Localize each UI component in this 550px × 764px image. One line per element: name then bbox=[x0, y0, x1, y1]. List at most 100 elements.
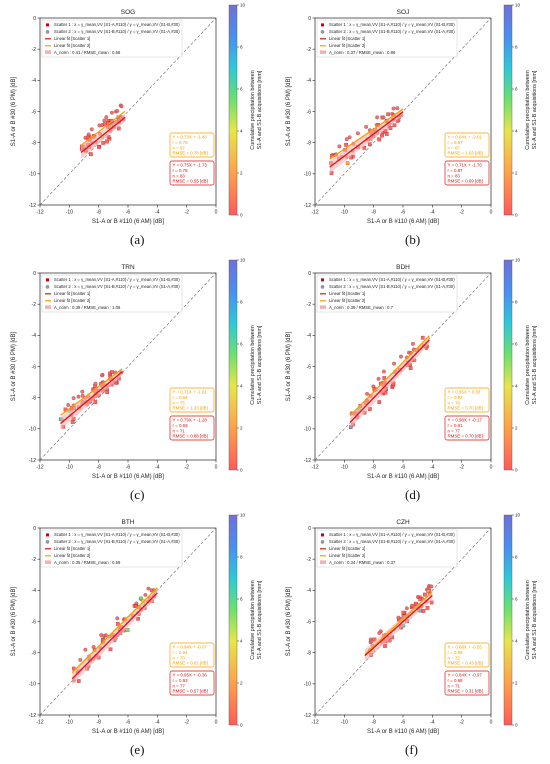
stats-scatter2-line: r = 0.94 bbox=[173, 650, 189, 655]
one-to-one-line bbox=[39, 17, 217, 206]
y-tick-label: -12 bbox=[29, 458, 36, 464]
colorbar bbox=[503, 4, 513, 216]
legend-entry: Linear fit [Scatter 1] bbox=[329, 291, 365, 296]
chart-panel-5: BTH -12 -10 -8 -6 -4 -2 0 -12 -10 -8 -6 -4 -2 0 S1-A or… bbox=[11, 513, 263, 735]
y-tick-label: -12 bbox=[304, 713, 311, 719]
stats-scatter2-line: RMSE = 0.43 [dB] bbox=[448, 661, 483, 666]
fit-confidence-band bbox=[81, 113, 126, 159]
legend-entry: Linear fit [Scatter 2] bbox=[54, 298, 90, 303]
y-axis-label: S1-A or B #30 (6 PM) [dB] bbox=[11, 76, 17, 146]
colorbar-tick-label: 0 bbox=[240, 213, 243, 218]
legend-box bbox=[41, 19, 183, 58]
x-tick-label: -12 bbox=[36, 720, 43, 726]
colorbar-tick-label: 6 bbox=[240, 87, 243, 92]
scatter1-point bbox=[423, 592, 427, 597]
legend-marker-band bbox=[320, 560, 326, 564]
scatter2-point bbox=[83, 647, 88, 652]
scatter1-point bbox=[418, 597, 423, 602]
scatter2-point bbox=[86, 132, 91, 137]
stats-scatter1-box bbox=[169, 670, 215, 696]
colorbar-tick-label: 2 bbox=[515, 681, 518, 686]
scatter2-point bbox=[355, 131, 360, 136]
colorbar-label: S1-A and S1-B acquisitions [mm] bbox=[532, 70, 538, 149]
legend-entry: Scatter 2 : x = γ_mean,VV (S1-B,#110) / … bbox=[54, 29, 180, 34]
colorbar-tick-label: 4 bbox=[240, 129, 243, 134]
y-tick-label: -2 bbox=[32, 557, 37, 563]
y-tick-label: -10 bbox=[29, 682, 36, 688]
stats-scatter2-line: r = 0.79 bbox=[173, 140, 189, 145]
legend-entry: Scatter 2 : x = γ_mean,VV (S1-B,#110) / … bbox=[329, 29, 455, 34]
y-tick-label: -2 bbox=[307, 302, 312, 308]
legend-marker-scatter1 bbox=[46, 278, 49, 282]
colorbar-tick-label: 10 bbox=[240, 258, 246, 263]
one-to-one-line bbox=[314, 272, 492, 461]
scatter2-point bbox=[139, 596, 144, 601]
scatter2-point bbox=[376, 376, 381, 381]
legend-marker-scatter1 bbox=[321, 23, 324, 27]
chart-panel-3: TRN -12 -10 -8 -6 -4 -2 0 -12 -10 -8 -6 -4 -2 0 S1-A or… bbox=[11, 258, 263, 480]
x-tick-label: -4 bbox=[430, 210, 435, 216]
one-to-one-line bbox=[39, 527, 217, 716]
y-tick-label: -2 bbox=[307, 47, 312, 53]
legend-marker-scatter2 bbox=[320, 285, 325, 289]
fit-line-scatter2 bbox=[349, 335, 430, 417]
y-tick-label: -4 bbox=[32, 78, 37, 84]
stats-scatter2-box bbox=[444, 642, 490, 668]
x-tick-label: -10 bbox=[66, 720, 73, 726]
x-tick-label: -8 bbox=[96, 720, 101, 726]
stats-scatter1-line: RMSE = 0.57 [dB] bbox=[173, 689, 208, 694]
colorbar-tick-label: 8 bbox=[515, 555, 518, 560]
y-tick-label: -4 bbox=[307, 333, 312, 339]
colorbar-tick-label: 8 bbox=[515, 45, 518, 50]
y-tick-label: -10 bbox=[304, 682, 311, 688]
scatter1-point bbox=[125, 628, 130, 632]
stats-scatter2-line: RMSE = 0.78 [dB] bbox=[173, 151, 208, 156]
legend-marker-scatter2 bbox=[45, 540, 50, 544]
stats-scatter2-line: r = 0.98 bbox=[448, 650, 464, 655]
x-tick-label: -8 bbox=[371, 210, 376, 216]
x-tick-label: -4 bbox=[155, 465, 160, 471]
stats-scatter2-line: Y = 0.71X + -1.61 bbox=[173, 390, 208, 395]
scatter1-point bbox=[93, 400, 98, 404]
panel-title: BDH bbox=[396, 264, 410, 271]
scatter2-point bbox=[364, 124, 369, 129]
fit-confidence-band bbox=[60, 367, 123, 430]
scatter1-point bbox=[110, 370, 114, 374]
x-axis-label: S1-A or B #110 (6 AM) [dB] bbox=[92, 219, 164, 225]
y-tick-label: 0 bbox=[308, 16, 311, 22]
fit-line-scatter1 bbox=[364, 594, 433, 657]
colorbar-label: S1-A and S1-B acquisitions [mm] bbox=[257, 70, 263, 149]
x-tick-label: -6 bbox=[126, 465, 131, 471]
scatter2-point bbox=[102, 118, 107, 123]
panel-label: (b) bbox=[405, 232, 421, 247]
legend-entry: Scatter 2 : x = γ_mean,VV (S1-B,#110) / … bbox=[54, 284, 180, 289]
scatter1-point bbox=[383, 390, 388, 395]
x-tick-label: -12 bbox=[36, 210, 43, 216]
scatter2-point bbox=[119, 104, 124, 109]
legend-entry: Scatter 2 : x = γ_mean,VV (S1-B,#110) / … bbox=[329, 539, 455, 544]
scatter1-point bbox=[108, 647, 113, 652]
x-tick-label: -6 bbox=[401, 210, 406, 216]
legend-entry: Linear fit [Scatter 2] bbox=[54, 553, 90, 558]
x-axis-label: S1-A or B #110 (6 AM) [dB] bbox=[367, 474, 439, 480]
scatter2-point bbox=[78, 657, 83, 662]
stats-scatter2-line: RMSE = 0.70 [dB] bbox=[448, 406, 483, 411]
x-tick-label: 0 bbox=[215, 210, 218, 216]
stats-scatter1-box bbox=[444, 160, 490, 186]
scatter1-point bbox=[344, 143, 348, 147]
fit-line-scatter2 bbox=[364, 590, 433, 655]
legend-marker-scatter2 bbox=[45, 285, 50, 289]
y-tick-label: -6 bbox=[307, 109, 312, 115]
legend-marker-band bbox=[320, 50, 326, 54]
fit-line-scatter1 bbox=[71, 592, 158, 680]
scatter2-point bbox=[115, 109, 120, 113]
colorbar-label: S1-A and S1-B acquisitions [mm] bbox=[532, 580, 538, 659]
x-tick-label: -4 bbox=[155, 720, 160, 726]
stats-scatter1-line: n = 71 bbox=[173, 428, 186, 433]
y-tick-label: -4 bbox=[307, 78, 312, 84]
y-tick-label: -12 bbox=[304, 203, 311, 209]
colorbar-tick-label: 6 bbox=[240, 342, 243, 347]
legend-marker-scatter2 bbox=[45, 30, 50, 34]
colorbar-tick-label: 6 bbox=[515, 597, 518, 602]
